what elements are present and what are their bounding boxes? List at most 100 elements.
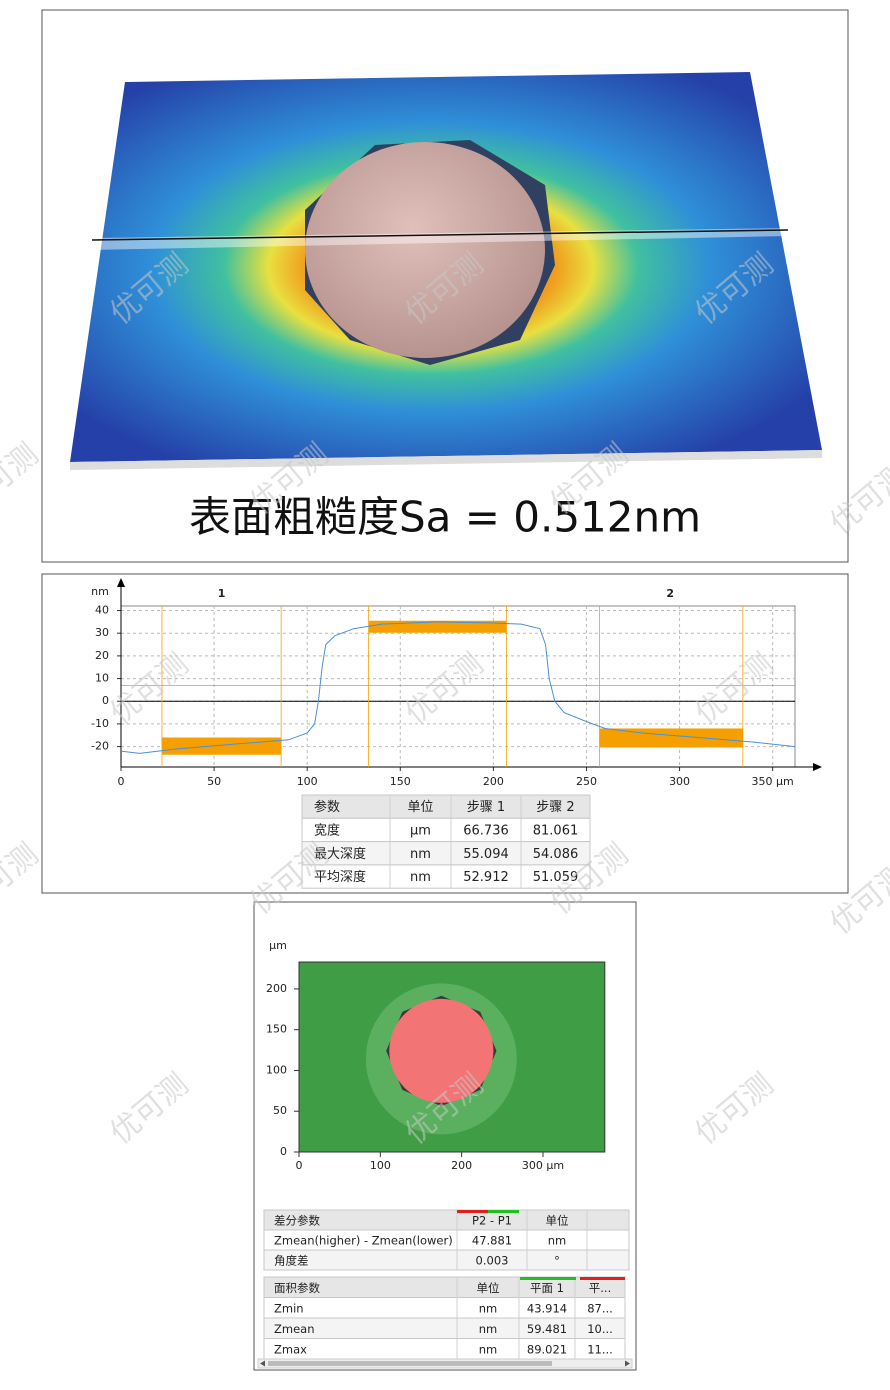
watermark: 优可测 <box>104 1067 195 1152</box>
y-tick-label: 30 <box>95 626 109 639</box>
table-column-header: 平面 1 <box>530 1281 564 1295</box>
table-cell: 54.086 <box>533 847 579 862</box>
y-axis-label: nm <box>91 585 109 598</box>
y-tick-label: -20 <box>91 740 109 753</box>
table-cell: 52.912 <box>463 870 509 885</box>
x-tick-label: 200 <box>483 775 504 788</box>
zone <box>161 737 282 755</box>
table-cell: µm <box>410 823 431 838</box>
panel-frame <box>41 9 849 563</box>
table-cell: nm <box>479 1301 498 1315</box>
y-tick-label: 10 <box>95 672 109 685</box>
profile-plane <box>90 228 788 250</box>
surface-edge <box>70 450 822 470</box>
table-cell: 0.003 <box>476 1254 509 1268</box>
table-cell: nm <box>479 1322 498 1336</box>
watermark: 优可测 <box>689 1067 780 1152</box>
pillar <box>305 142 545 358</box>
caption: 表面粗糙度Sa = 0.512nm <box>189 493 701 542</box>
table-cell: 43.914 <box>527 1301 567 1315</box>
table-cell: Zmax <box>274 1342 307 1356</box>
x-tick-label: 300 <box>669 775 690 788</box>
x-tick-label: 250 <box>576 775 597 788</box>
scrollbar-thumb <box>268 1361 552 1366</box>
table-cell: 角度差 <box>274 1254 309 1268</box>
table-cell: 51.059 <box>533 870 579 885</box>
y-tick-label: 100 <box>266 1063 287 1076</box>
table-column-header: 面积参数 <box>274 1281 320 1295</box>
table-cell: 59.481 <box>527 1322 567 1336</box>
table-cell: nm <box>410 870 431 885</box>
panel-frame <box>41 573 849 894</box>
table-cell: 55.094 <box>463 847 509 862</box>
y-tick-label: 0 <box>102 694 109 707</box>
table-column-header: 步骤 1 <box>467 800 505 815</box>
table-column-header: 差分参数 <box>274 1214 320 1228</box>
x-tick-label: 50 <box>207 775 221 788</box>
y-tick-label: 40 <box>95 604 109 617</box>
y-arrow <box>117 578 125 587</box>
zone <box>599 728 743 748</box>
table-cell: Zmean(higher) - Zmean(lower) <box>274 1234 453 1248</box>
x-tick-label: 200 <box>451 1159 472 1172</box>
watermark: 优可测 <box>0 437 45 522</box>
table-row <box>263 1338 626 1360</box>
table-cell: nm <box>548 1234 567 1248</box>
y-tick-label: 150 <box>266 1023 287 1036</box>
header-marker <box>520 1277 576 1280</box>
table-column-header: 单位 <box>477 1281 500 1295</box>
header-marker <box>488 1210 519 1213</box>
table-column-header: 平... <box>589 1281 611 1295</box>
header-marker <box>457 1210 488 1213</box>
x-tick-label: 100 <box>297 775 318 788</box>
table-cell: 87... <box>587 1301 613 1315</box>
watermark: 优可测 <box>0 837 45 922</box>
table-cell: 66.736 <box>463 823 509 838</box>
table-cell: 10... <box>587 1322 613 1336</box>
table-column-header: 单位 <box>546 1214 569 1228</box>
x-arrow <box>813 763 822 771</box>
watermark: 优可测 <box>824 857 890 942</box>
scroll-arrow <box>625 1360 630 1367</box>
x-tick-label: 350 µm <box>752 775 794 788</box>
y-tick-label: 0 <box>280 1145 287 1158</box>
plot-frame <box>298 961 606 1153</box>
watermark: 优可测 <box>399 647 490 732</box>
y-tick-label: 20 <box>95 649 109 662</box>
table-cell: 89.021 <box>527 1342 567 1356</box>
x-tick-label: 300 µm <box>522 1159 564 1172</box>
x-tick-label: 150 <box>390 775 411 788</box>
scroll-arrow <box>260 1360 265 1367</box>
table-row <box>301 864 591 889</box>
table-cell: nm <box>479 1342 498 1356</box>
table-row <box>263 1297 626 1319</box>
x-tick-label: 0 <box>118 775 125 788</box>
watermark: 优可测 <box>824 457 890 542</box>
table-row <box>263 1249 630 1271</box>
table-cell: Zmean <box>274 1322 315 1336</box>
watermark: 优可测 <box>104 647 195 732</box>
step-label: 1 <box>218 587 226 600</box>
table-cell: 81.061 <box>533 823 579 838</box>
table-row <box>263 1317 626 1339</box>
table-column-header: 单位 <box>407 800 433 815</box>
y-tick-label: 50 <box>273 1104 287 1117</box>
pillar <box>389 998 494 1103</box>
table-column-header: P2 - P1 <box>472 1214 512 1228</box>
profile-line <box>91 229 789 241</box>
y-tick-label: 200 <box>266 982 287 995</box>
table-cell: 47.881 <box>472 1234 512 1248</box>
panel-frame <box>253 901 637 1371</box>
profile-line <box>120 621 796 754</box>
table-cell: 11... <box>587 1342 613 1356</box>
table-column-header: 参数 <box>314 799 340 815</box>
table-column-header: 步骤 2 <box>536 800 574 815</box>
table-cell: 宽度 <box>314 822 340 838</box>
header-marker <box>580 1277 625 1280</box>
x-tick-label: 0 <box>296 1159 303 1172</box>
y-tick-label: -10 <box>91 717 109 730</box>
table-cell: ° <box>554 1254 560 1268</box>
table-cell: 最大深度 <box>314 846 366 862</box>
